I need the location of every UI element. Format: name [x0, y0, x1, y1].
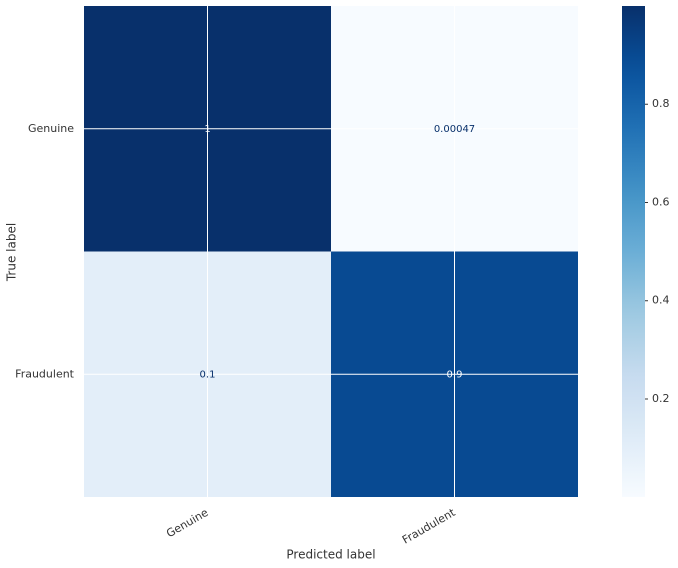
x-tick-label: Genuine — [164, 506, 211, 540]
colorbar-tick-label: 0.6 — [652, 195, 670, 208]
x-axis-label: Predicted label — [286, 548, 375, 562]
colorbar-tick-label: 0.2 — [652, 392, 670, 405]
cell-label: 0.00047 — [434, 124, 475, 135]
y-axis-label: True label — [5, 223, 19, 282]
colorbar-tick-label: 0.4 — [652, 294, 670, 307]
y-tick-label: Genuine — [28, 122, 74, 135]
colorbar — [622, 6, 645, 497]
cell-label: 0.1 — [200, 369, 216, 380]
cell-label: 0.9 — [447, 369, 463, 380]
x-tick-label: Fraudulent — [400, 506, 458, 547]
colorbar-tick-label: 0.8 — [652, 97, 670, 110]
y-tick-label: Fraudulent — [15, 367, 75, 380]
cell-label: 1 — [204, 124, 210, 135]
